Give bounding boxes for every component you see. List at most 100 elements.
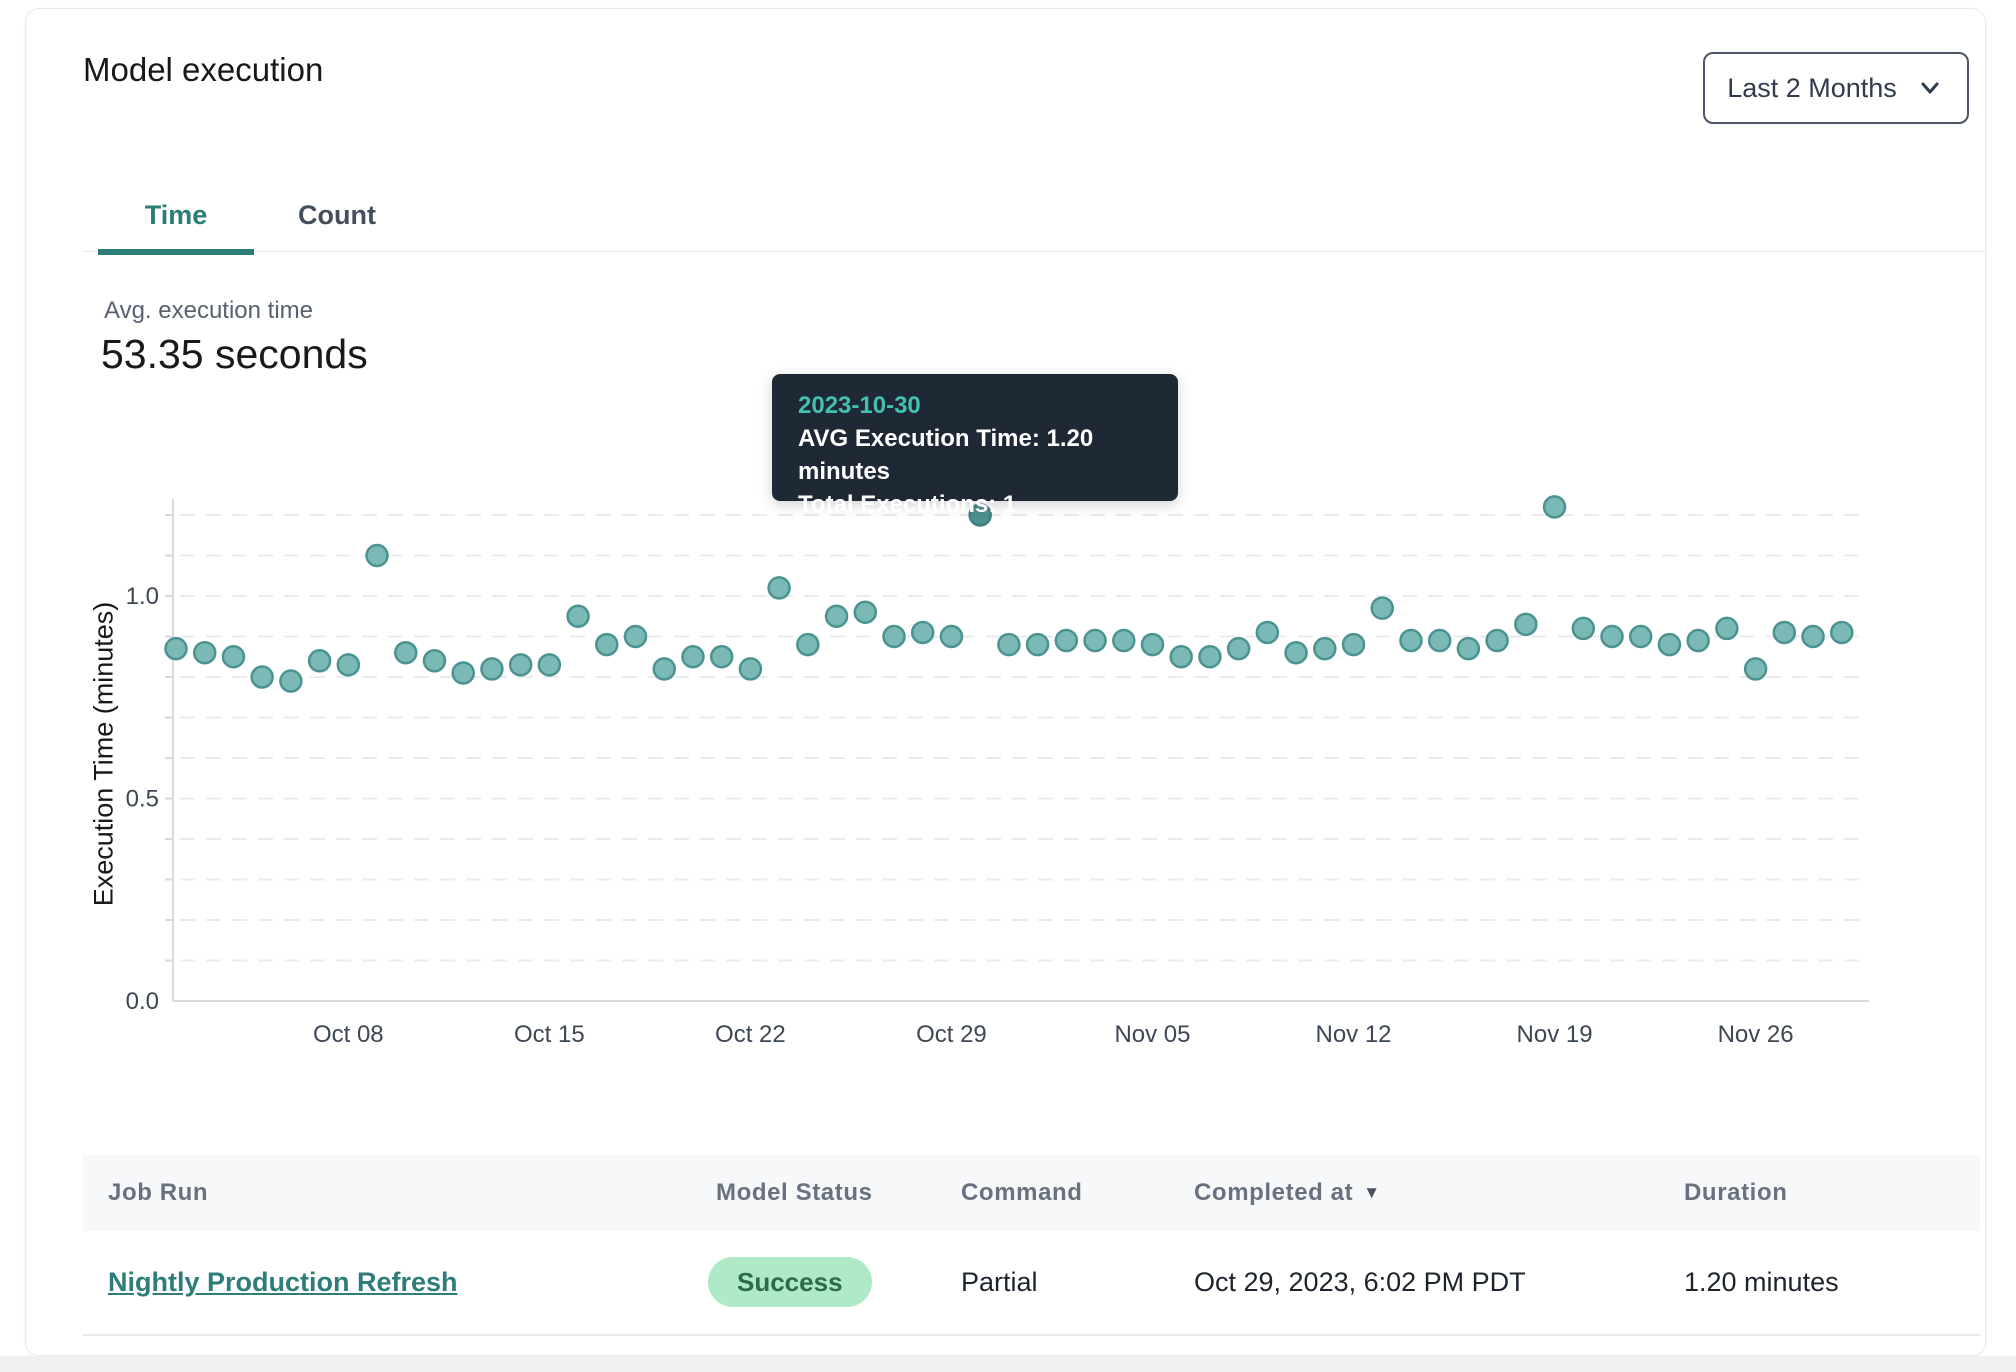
kpi-label: Avg. execution time	[104, 297, 314, 324]
page-background-strip	[0, 1356, 2016, 1372]
data-point[interactable]	[250, 665, 274, 689]
data-point[interactable]	[1456, 636, 1481, 661]
data-point[interactable]	[1830, 620, 1854, 645]
column-header-model-status[interactable]: Model Status	[716, 1179, 873, 1206]
data-point[interactable]	[1743, 657, 1768, 681]
data-point[interactable]	[1226, 636, 1251, 661]
data-point[interactable]	[1628, 624, 1653, 649]
data-point[interactable]	[939, 624, 964, 649]
data-point[interactable]	[422, 649, 447, 673]
data-point[interactable]	[336, 653, 361, 677]
date-range-value: Last 2 Months	[1727, 72, 1897, 103]
command-cell: Partial	[961, 1267, 1038, 1297]
page-title: Model execution	[83, 51, 324, 88]
data-point-selected[interactable]	[968, 503, 992, 527]
status-badge: Success	[708, 1257, 872, 1307]
data-point[interactable]	[1198, 645, 1222, 669]
data-point[interactable]	[796, 632, 820, 657]
data-point[interactable]	[1313, 636, 1337, 661]
data-point[interactable]	[910, 620, 935, 645]
data-point[interactable]	[1542, 495, 1567, 519]
table-header-row: Job Run Model Status Command Completed a…	[83, 1155, 1980, 1231]
y-tick-label: 1.0	[126, 583, 159, 610]
data-point[interactable]	[1341, 632, 1366, 657]
data-point[interactable]	[652, 657, 676, 681]
data-point[interactable]	[767, 576, 791, 600]
data-point[interactable]	[1112, 628, 1136, 653]
model-execution-card: Model execution Last 2 Months Time Count…	[25, 8, 1986, 1356]
data-point[interactable]	[537, 653, 562, 677]
tab-time[interactable]: Time	[98, 179, 254, 255]
sort-desc-icon: ▼	[1363, 1183, 1381, 1202]
data-point[interactable]	[1427, 628, 1452, 653]
duration-cell: 1.20 minutes	[1684, 1267, 1839, 1297]
data-point[interactable]	[221, 645, 246, 669]
data-point[interactable]	[451, 661, 475, 685]
tooltip-total-executions: Total Executions: 1	[798, 491, 1017, 518]
data-point[interactable]	[307, 649, 332, 673]
data-point[interactable]	[279, 669, 303, 693]
kpi-value: 53.35 seconds	[101, 331, 368, 377]
data-point[interactable]	[882, 624, 906, 649]
data-point[interactable]	[623, 624, 648, 649]
data-point[interactable]	[508, 653, 533, 677]
data-point[interactable]	[853, 600, 878, 624]
chevron-down-icon	[1915, 73, 1945, 103]
data-point[interactable]	[480, 657, 504, 681]
data-point[interactable]	[709, 645, 734, 669]
completed-at-cell: Oct 29, 2023, 6:02 PM PDT	[1194, 1267, 1526, 1297]
x-tick-label: Oct 15	[514, 1021, 585, 1048]
tab-count[interactable]: Count	[298, 200, 376, 230]
table-row: Nightly Production Refresh Success Parti…	[83, 1231, 1980, 1336]
y-tick-label: 0.5	[126, 786, 159, 813]
data-point[interactable]	[566, 604, 590, 628]
column-header-job-run[interactable]: Job Run	[108, 1179, 209, 1206]
data-point[interactable]	[1485, 628, 1509, 653]
data-point[interactable]	[1600, 624, 1624, 649]
chart-canvas: 0.0 0.5 1.0 Oct 08 Oct 15 Oct 22 Oct 29 Nov 05 N…	[126, 495, 1869, 1048]
data-point[interactable]	[681, 645, 705, 669]
data-point[interactable]	[1772, 620, 1797, 645]
tooltip-avg-execution: AVG Execution Time: 1.20 minutes	[798, 425, 1094, 485]
y-tick-label: 0.0	[126, 988, 159, 1015]
data-point[interactable]	[1169, 645, 1193, 669]
execution-time-chart: 0.0 0.5 1.0 Oct 08 Oct 15 Oct 22 Oct 29 Nov 05 N…	[26, 489, 2016, 1069]
data-point[interactable]	[1140, 632, 1165, 657]
x-tick-label: Nov 05	[1114, 1021, 1190, 1048]
column-header-completed-at[interactable]: Completed at ▼	[1194, 1155, 1381, 1231]
data-point[interactable]	[595, 632, 619, 657]
x-tick-label: Nov 12	[1315, 1021, 1391, 1048]
data-point[interactable]	[997, 632, 1021, 657]
data-point[interactable]	[1083, 628, 1107, 653]
data-point[interactable]	[1399, 628, 1423, 653]
x-tick-label: Oct 29	[916, 1021, 987, 1048]
data-point[interactable]	[738, 657, 763, 681]
data-point[interactable]	[1686, 628, 1710, 653]
data-point[interactable]	[1255, 620, 1280, 645]
data-point[interactable]	[1370, 596, 1394, 620]
chart-tabs: Time Count	[83, 179, 1985, 255]
data-point[interactable]	[1025, 632, 1050, 657]
data-point[interactable]	[824, 604, 849, 628]
column-header-duration[interactable]: Duration	[1684, 1179, 1788, 1206]
x-tick-label: Oct 22	[715, 1021, 786, 1048]
data-point[interactable]	[1715, 616, 1739, 641]
x-tick-label: Nov 19	[1517, 1021, 1593, 1048]
data-point[interactable]	[1054, 628, 1079, 653]
data-point[interactable]	[365, 543, 389, 568]
data-point[interactable]	[1801, 624, 1825, 649]
data-point[interactable]	[1284, 640, 1308, 665]
x-tick-label: Nov 26	[1718, 1021, 1794, 1048]
data-point[interactable]	[192, 640, 217, 665]
date-range-select[interactable]: Last 2 Months	[1703, 52, 1969, 124]
column-header-command[interactable]: Command	[961, 1179, 1083, 1206]
job-run-link[interactable]: Nightly Production Refresh	[108, 1267, 458, 1297]
tooltip-date: 2023-10-30	[798, 392, 921, 419]
data-point[interactable]	[394, 640, 418, 665]
x-tick-label: Oct 08	[313, 1021, 384, 1048]
data-point[interactable]	[164, 636, 188, 661]
chart-tooltip: 2023-10-30 AVG Execution Time: 1.20 minu…	[772, 374, 1178, 518]
data-point[interactable]	[1571, 616, 1596, 641]
data-point[interactable]	[1657, 632, 1682, 657]
data-point[interactable]	[1514, 612, 1538, 637]
